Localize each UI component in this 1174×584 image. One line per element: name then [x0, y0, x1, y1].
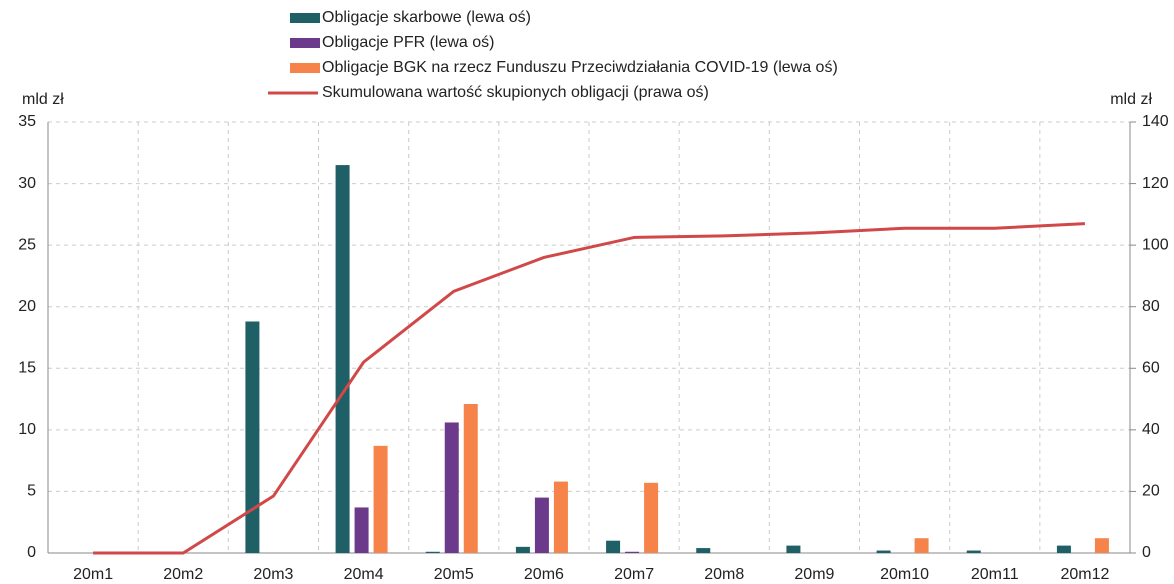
bar — [625, 551, 640, 553]
y-tick-label: 35 — [18, 113, 36, 130]
bar — [553, 481, 568, 553]
x-tick-label: 20m4 — [344, 566, 384, 583]
bar — [444, 422, 459, 553]
y2-tick-label: 140 — [1142, 113, 1169, 130]
legend-label: Obligacje skarbowe (lewa oś) — [322, 9, 531, 26]
bar — [696, 548, 711, 553]
x-tick-label: 20m2 — [163, 566, 203, 583]
y2-tick-label: 80 — [1142, 298, 1160, 315]
y2-tick-label: 100 — [1142, 236, 1169, 253]
y2-tick-label: 0 — [1142, 544, 1151, 561]
bar — [786, 545, 801, 553]
line-series — [93, 222, 1085, 555]
bar — [876, 550, 891, 553]
x-tick-label: 20m9 — [794, 566, 834, 583]
x-tick-label: 20m6 — [524, 566, 564, 583]
y-tick-label: 10 — [18, 421, 36, 438]
bar — [354, 507, 369, 553]
bar — [1056, 545, 1071, 553]
y-tick-label: 20 — [18, 298, 36, 315]
y2-tick-label: 120 — [1142, 175, 1169, 192]
y-tick-label: 0 — [27, 544, 36, 561]
bar — [1094, 538, 1109, 553]
bar — [373, 445, 388, 553]
x-tick-label: 20m11 — [971, 566, 1019, 583]
bar — [335, 165, 350, 553]
y-tick-label: 5 — [27, 483, 36, 500]
y-tick-label: 15 — [18, 360, 36, 377]
x-tick-label: 20m12 — [1060, 566, 1109, 583]
bar — [644, 482, 659, 553]
y2-axis-label: mld zł — [1110, 91, 1152, 108]
x-tick-label: 20m3 — [253, 566, 293, 583]
x-tick-label: 20m10 — [880, 566, 929, 583]
bar — [966, 550, 981, 553]
y-tick-label: 30 — [18, 175, 36, 192]
legend-swatch — [290, 13, 320, 23]
y2-tick-label: 60 — [1142, 360, 1160, 377]
bar — [463, 403, 478, 553]
y2-tick-label: 20 — [1142, 483, 1160, 500]
bar — [425, 551, 440, 553]
legend-label: Skumulowana wartość skupionych obligacji… — [322, 84, 709, 101]
bar — [534, 497, 549, 553]
y2-tick-label: 40 — [1142, 421, 1160, 438]
bar — [515, 546, 530, 553]
legend-swatch — [290, 38, 320, 48]
legend-swatch — [290, 63, 320, 73]
y-tick-label: 25 — [18, 236, 36, 253]
y-axis-label: mld zł — [22, 91, 64, 108]
x-tick-label: 20m1 — [73, 566, 113, 583]
x-tick-label: 20m8 — [704, 566, 744, 583]
bar — [914, 538, 929, 553]
legend-label: Obligacje PFR (lewa oś) — [322, 34, 495, 51]
bar — [245, 321, 260, 553]
x-tick-label: 20m5 — [434, 566, 474, 583]
bar — [606, 540, 621, 553]
legend-label: Obligacje BGK na rzecz Funduszu Przeciwd… — [322, 59, 838, 76]
x-tick-label: 20m7 — [614, 566, 654, 583]
